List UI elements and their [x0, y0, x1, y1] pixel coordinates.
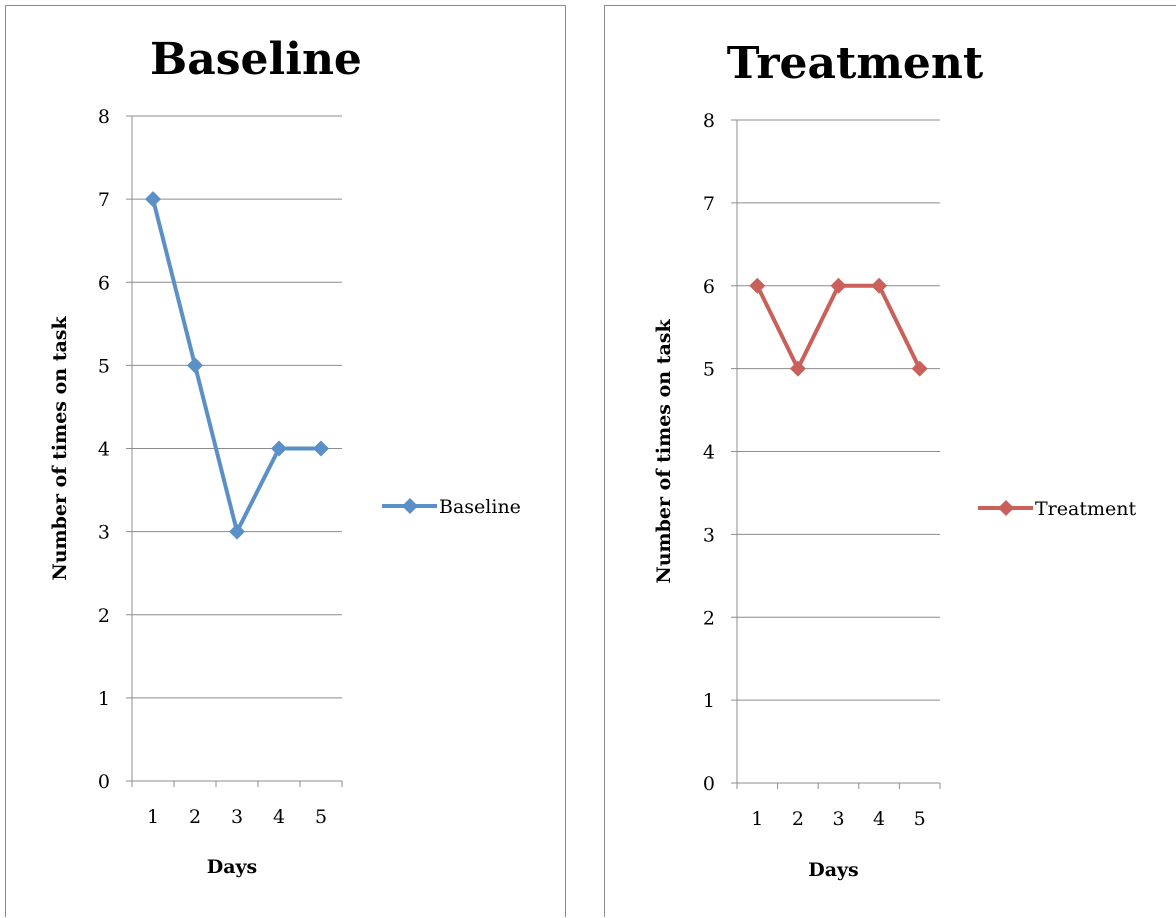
x-tick-label: 3	[231, 806, 243, 828]
data-point	[229, 524, 245, 540]
data-point	[790, 361, 806, 377]
x-tick-label: 3	[832, 808, 844, 830]
treatment-chart-plot: 0 1 2 3 4 5 6 7 8 1 2 3 4 5 Days Number of times on tas…	[605, 6, 1176, 918]
y-tick-label: 5	[98, 355, 110, 377]
data-point	[145, 191, 161, 207]
y-tick-label: 3	[703, 524, 715, 546]
y-tick-label: 7	[98, 189, 110, 211]
data-point	[871, 278, 887, 294]
data-point	[749, 278, 765, 294]
y-tick-label: 8	[703, 110, 715, 132]
y-tick-label: 4	[703, 442, 715, 464]
x-tick-label: 2	[792, 808, 804, 830]
treatment-chart-panel: Treatment 0 1 2 3 4 5 6 7 8 1 2 3 4 5 Days Number of ti…	[604, 5, 1176, 917]
x-tick-label: 1	[751, 808, 763, 830]
baseline-chart-panel: Baseline 0 1 2 3 4 5 6 7 8 1 2 3 4 5 Days Number of tim…	[5, 5, 566, 917]
y-tick-label: 5	[703, 359, 715, 381]
x-axis-label: Days	[808, 859, 859, 881]
data-point	[912, 361, 928, 377]
y-tick-label: 6	[98, 272, 110, 294]
y-tick-label: 8	[98, 106, 110, 128]
legend-marker	[402, 498, 418, 514]
x-axis-label: Days	[207, 856, 258, 878]
x-tick-label: 4	[273, 806, 285, 828]
y-tick-label: 0	[703, 773, 715, 795]
data-point	[313, 441, 329, 457]
y-axis-label: Number of times on task	[653, 319, 675, 584]
y-tick-label: 2	[703, 607, 715, 629]
y-tick-label: 1	[703, 690, 715, 712]
baseline-chart-plot: 0 1 2 3 4 5 6 7 8 1 2 3 4 5 Days Number of times on tas…	[6, 6, 567, 918]
series-line	[757, 286, 919, 369]
legend-label: Baseline	[439, 496, 521, 518]
y-tick-label: 1	[98, 688, 110, 710]
data-point	[831, 278, 847, 294]
y-tick-label: 3	[98, 522, 110, 544]
data-point	[187, 357, 203, 373]
legend-marker	[998, 500, 1014, 516]
x-tick-label: 5	[315, 806, 327, 828]
x-tick-label: 1	[147, 806, 159, 828]
data-point	[271, 441, 287, 457]
y-axis-label: Number of times on task	[49, 316, 71, 581]
y-tick-label: 0	[98, 771, 110, 793]
y-tick-label: 7	[703, 193, 715, 215]
x-tick-label: 4	[873, 808, 885, 830]
y-tick-label: 2	[98, 605, 110, 627]
x-tick-label: 5	[914, 808, 926, 830]
x-tick-label: 2	[189, 806, 201, 828]
legend-label: Treatment	[1035, 498, 1136, 520]
y-tick-label: 6	[703, 276, 715, 298]
y-tick-label: 4	[98, 439, 110, 461]
